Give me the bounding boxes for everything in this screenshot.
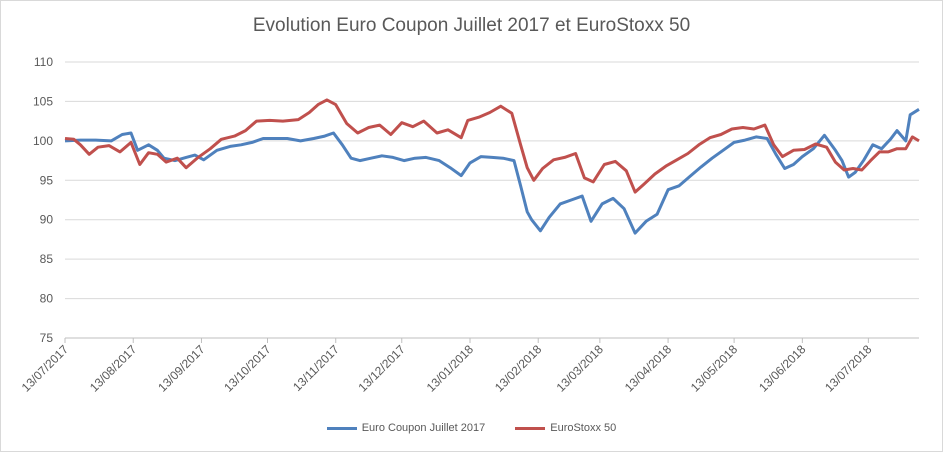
y-tick-label: 90 — [40, 213, 54, 227]
x-tick-label: 13/07/2017 — [19, 342, 72, 395]
x-tick-label: 13/07/2018 — [822, 342, 875, 395]
legend-swatch-eurostoxx — [515, 426, 546, 430]
x-tick-label: 13/02/2018 — [492, 342, 545, 395]
legend: Euro Coupon Juillet 2017 EuroStoxx 50 — [1, 422, 942, 434]
x-tick-label: 13/01/2018 — [424, 342, 477, 395]
x-tick-label: 13/08/2017 — [87, 342, 140, 395]
x-tick-label: 13/04/2018 — [622, 342, 675, 395]
legend-label-euro-coupon: Euro Coupon Juillet 2017 — [361, 422, 486, 434]
x-tick-label: 13/12/2017 — [356, 342, 409, 395]
x-tick-label: 13/10/2017 — [221, 342, 274, 395]
x-tick-label: 13/06/2018 — [756, 342, 809, 395]
x-tick-label: 13/11/2017 — [290, 342, 342, 394]
x-tick-label: 13/05/2018 — [688, 342, 741, 395]
y-tick-label: 100 — [33, 134, 53, 148]
y-tick-label: 80 — [40, 292, 54, 306]
x-tick-label: 13/09/2017 — [155, 342, 208, 395]
y-tick-label: 105 — [33, 94, 53, 108]
series-line-euro-coupon — [64, 108, 920, 235]
legend-item-euro-coupon: Euro Coupon Juillet 2017 — [326, 422, 486, 434]
legend-item-eurostoxx: EuroStoxx 50 — [515, 422, 616, 434]
chart-title: Evolution Euro Coupon Juillet 2017 et Eu… — [252, 15, 691, 36]
x-tick-label: 13/03/2018 — [554, 342, 607, 395]
series-line-eurostoxx — [64, 98, 920, 194]
legend-label-eurostoxx: EuroStoxx 50 — [550, 422, 617, 434]
y-tick-label: 95 — [40, 173, 54, 187]
y-tick-label: 75 — [40, 331, 54, 345]
legend-swatch-euro-coupon — [326, 426, 357, 430]
y-tick-label: 85 — [40, 252, 54, 266]
y-tick-label: 110 — [34, 55, 53, 69]
